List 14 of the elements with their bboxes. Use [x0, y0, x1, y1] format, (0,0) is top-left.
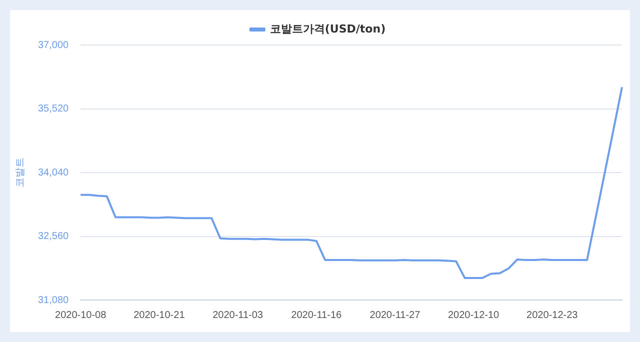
x-tick-label: 2020-11-16 [291, 310, 342, 321]
y-tick-label: 37,000 [38, 40, 70, 51]
y-axis-title: 코발트 [14, 158, 26, 188]
y-tick-label: 32,560 [38, 231, 70, 242]
y-tick-label: 34,040 [38, 167, 70, 178]
x-tick-label: 2020-11-03 [212, 310, 264, 321]
legend-label: 코발트가격(USD/ton) [270, 22, 386, 36]
x-tick-label: 2020-12-23 [526, 310, 578, 321]
x-tick-label: 2020-10-21 [134, 310, 186, 321]
y-tick-label: 35,520 [38, 104, 70, 114]
x-tick-label: 2020-11-27 [370, 310, 421, 321]
x-tick-label: 2020-12-10 [448, 310, 500, 321]
x-tick-label: 2020-10-08 [55, 310, 107, 321]
y-tick-label: 31,080 [38, 294, 70, 306]
